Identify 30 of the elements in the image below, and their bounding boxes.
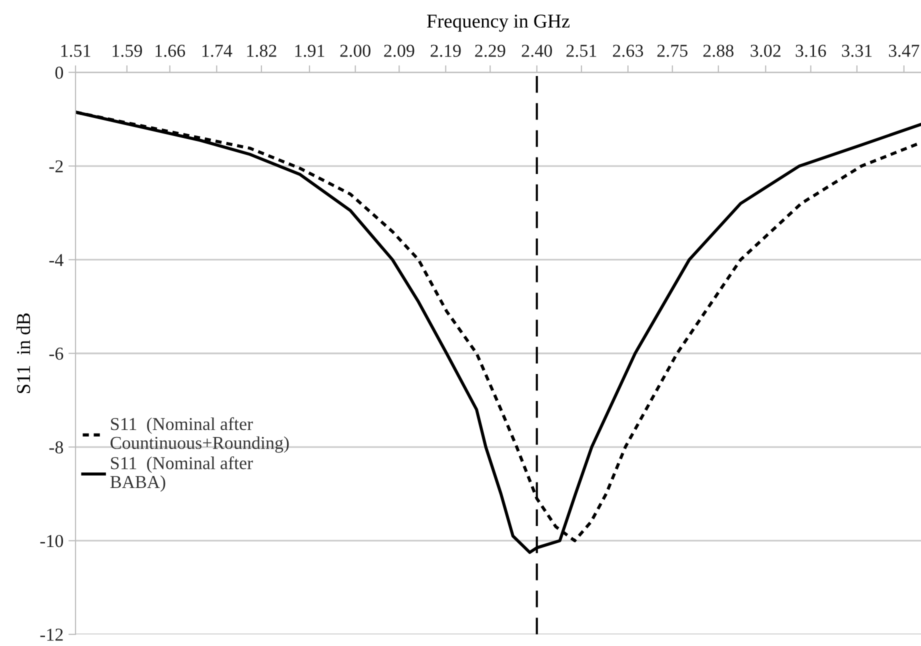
y-tick-label: -12: [40, 628, 63, 641]
x-tick-label: 2.29: [475, 44, 506, 57]
x-tick-label: 1.59: [112, 44, 142, 57]
y-tick-label: -6: [49, 348, 64, 360]
x-axis-title: Frequency in GHz: [427, 14, 570, 32]
x-tick-label: 2.88: [703, 44, 734, 57]
x-tick-label: 2.63: [612, 44, 644, 57]
legend-label: S11 (Nominal after Countinuous+Rounding): [110, 417, 289, 453]
x-tick-label: 2.51: [566, 44, 596, 57]
x-tick-label: 3.47: [888, 44, 920, 57]
legend-label: S11 (Nominal after BABA): [110, 456, 253, 492]
y-tick-label: -10: [40, 534, 64, 548]
y-axis-title: S11 in dB: [16, 313, 30, 394]
x-tick-label: 1.66: [156, 44, 186, 57]
x-tick-label: 2.19: [430, 44, 461, 57]
x-tick-label: 3.02: [750, 44, 780, 57]
x-tick-label: 2.40: [522, 44, 552, 57]
x-tick-label: 1.51: [61, 44, 90, 57]
x-tick-label: 2.75: [657, 44, 688, 57]
x-tick-label: 1.91: [295, 44, 324, 57]
x-tick-label: 2.09: [384, 44, 414, 57]
x-tick-label: 3.31: [842, 44, 872, 57]
x-tick-label: 2.00: [340, 44, 370, 57]
y-tick-label: 0: [55, 66, 64, 79]
x-tick-label: 3.16: [796, 44, 826, 57]
y-tick-label: -4: [49, 254, 64, 266]
x-tick-label: 1.82: [247, 44, 276, 57]
y-tick-label: -2: [49, 160, 63, 172]
y-tick-label: -8: [49, 441, 64, 454]
x-tick-label: 1.74: [202, 44, 232, 57]
